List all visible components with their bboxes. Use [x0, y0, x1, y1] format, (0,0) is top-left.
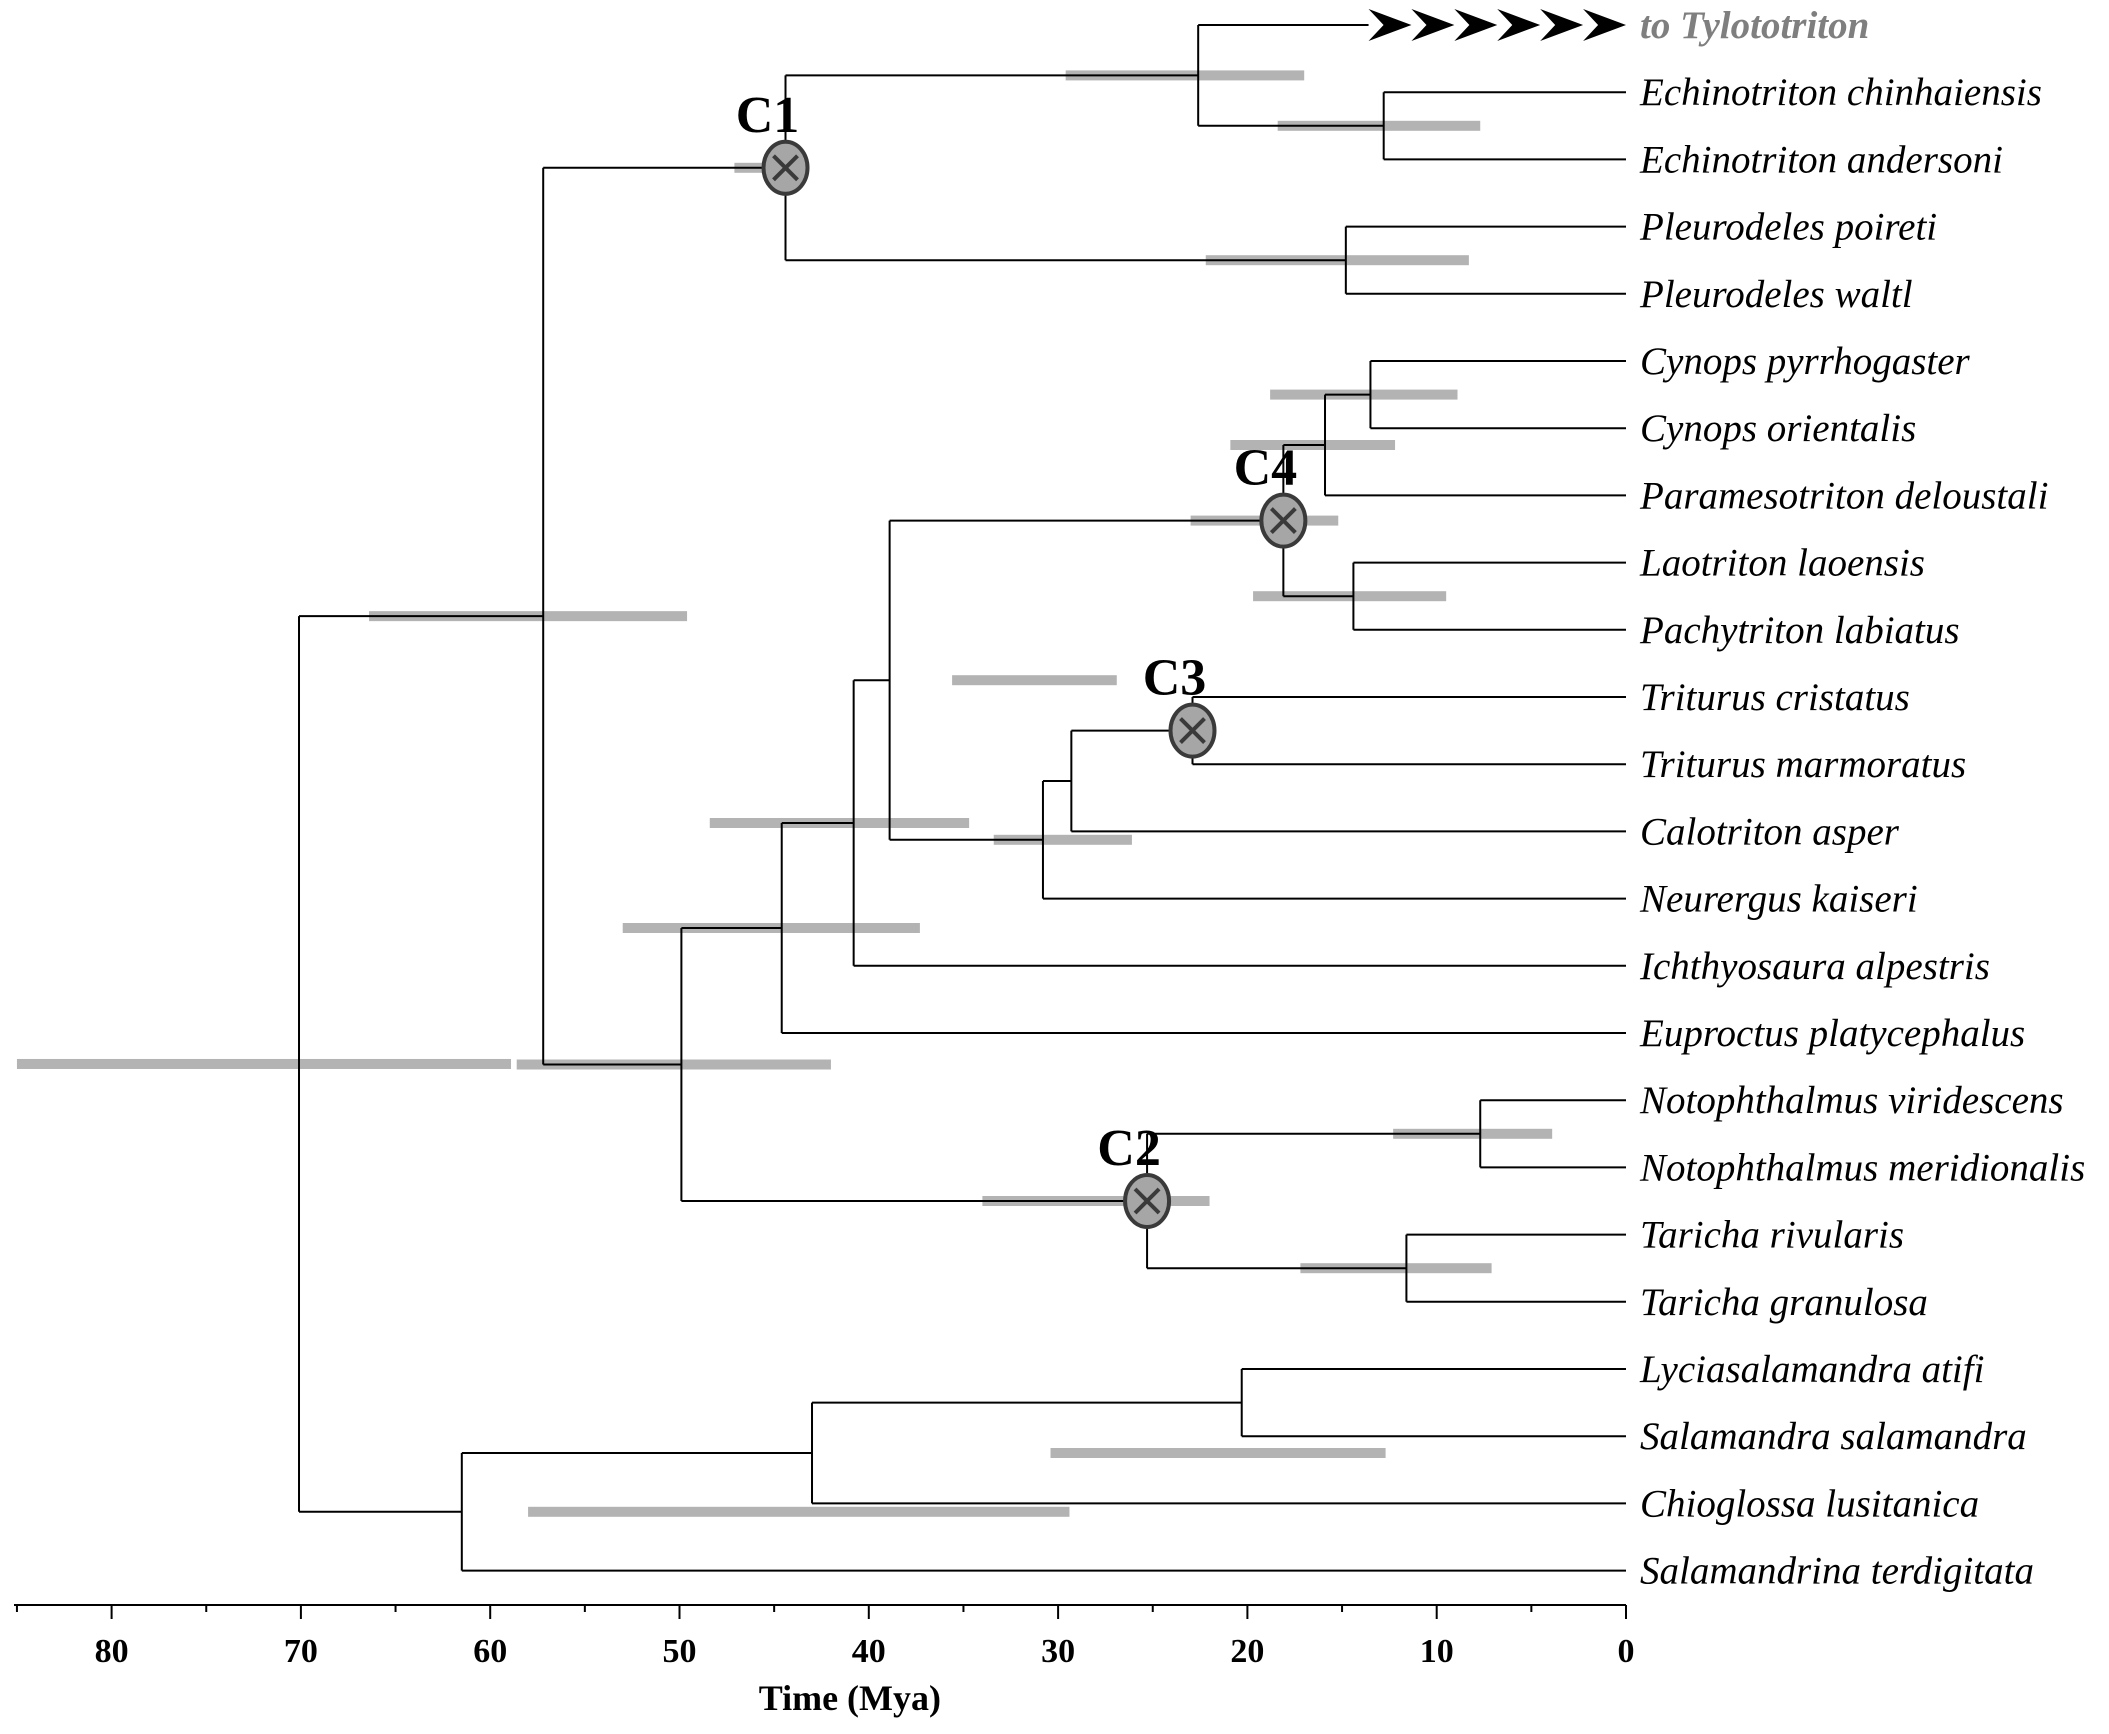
arrow-chevron — [1497, 9, 1541, 41]
arrow-chevron — [1411, 9, 1455, 41]
arrow-chevron — [1583, 9, 1626, 41]
cross-mark-icon — [772, 154, 799, 182]
calibration-marker-c3: C3 — [1143, 650, 1217, 759]
tip-label-t3: Pleurodeles poireti — [1639, 206, 1937, 249]
tip-label-t16: Notophthalmus viridescens — [1639, 1079, 2064, 1122]
hpd-bar-n_asia_euro — [952, 675, 1117, 686]
axis-tick-label: 60 — [473, 1633, 507, 1670]
tip-label-t8: Laotriton laoensis — [1639, 542, 1925, 585]
cross-mark-icon — [1179, 717, 1206, 745]
tip-label-t17: Notophthalmus meridionalis — [1639, 1146, 2085, 1189]
hpd-bar-n_neurergus_group — [993, 834, 1132, 845]
calibration-label: C1 — [736, 87, 800, 144]
tip-label-t5: Cynops pyrrhogaster — [1640, 340, 1971, 383]
tip-label-t19: Taricha granulosa — [1640, 1281, 1928, 1324]
calibration-marker-c2: C2 — [1097, 1120, 1172, 1229]
calibration-marker-c4: C4 — [1234, 440, 1308, 549]
axis-tick-label: 80 — [95, 1633, 129, 1670]
tip-label-t6: Cynops orientalis — [1640, 407, 1916, 450]
arrow-chevron — [1454, 9, 1498, 41]
calibration-label: C3 — [1143, 650, 1207, 707]
axis-tick-label: 70 — [284, 1633, 318, 1670]
reference-arrow — [1368, 9, 1626, 41]
calibration-marker-c1: C1 — [736, 87, 810, 196]
axis-tick-label: 50 — [663, 1633, 697, 1670]
calibration-label: C2 — [1097, 1120, 1161, 1177]
time-axis: Time (Mya) 80 70 60 50 40 30 20 10 0 — [14, 1604, 1635, 1718]
hpd-bars — [16, 70, 1553, 1517]
tip-label-t2: Echinotriton andersoni — [1639, 138, 2003, 181]
tip-label-t1: Echinotriton chinhaiensis — [1639, 71, 2042, 114]
axis-tick-label: 0 — [1618, 1633, 1635, 1670]
arrow-chevron — [1368, 9, 1412, 41]
calibration-points: C1 C4 C3 C2 — [736, 87, 1308, 1229]
cross-mark-icon — [1269, 507, 1297, 535]
branches — [298, 24, 1626, 1572]
arrow-chevron — [1540, 9, 1584, 41]
tip-label-t7: Paramesotriton deloustali — [1639, 474, 2048, 517]
tip-label-t21: Salamandra salamandra — [1640, 1415, 2027, 1458]
tip-label-t9: Pachytriton labiatus — [1639, 609, 1960, 652]
cross-mark-icon — [1133, 1187, 1161, 1215]
tip-label-t22: Chioglossa lusitanica — [1640, 1482, 1979, 1525]
axis-title: Time (Mya) — [759, 1678, 941, 1718]
calibration-label: C4 — [1234, 440, 1298, 497]
axis-tick-label: 40 — [852, 1633, 886, 1670]
tip-label-t0: to Tylototriton — [1640, 4, 1869, 47]
hpd-bar-n_salamandra_group — [528, 1506, 1070, 1517]
tip-label-t14: Ichthyosaura alpestris — [1639, 945, 1990, 988]
tip-label-t20: Lyciasalamandra atifi — [1639, 1348, 1984, 1391]
hpd-bar-n_root — [16, 1058, 512, 1069]
tip-label-t12: Calotriton asper — [1640, 810, 1900, 853]
tip-labels: to Tylototriton Echinotriton chinhaiensis… — [1639, 4, 2085, 1593]
hpd-bar-n_sal_chio — [1050, 1448, 1386, 1458]
tip-label-t11: Triturus marmoratus — [1640, 743, 1966, 786]
tip-label-t23: Salamandrina terdigitata — [1640, 1550, 2034, 1593]
axis-tick-label: 10 — [1420, 1633, 1454, 1670]
tip-label-t13: Neurergus kaiseri — [1639, 878, 1918, 921]
tip-label-t18: Taricha rivularis — [1640, 1214, 1904, 1257]
tip-label-t4: Pleurodeles waltl — [1639, 273, 1913, 316]
tip-label-t10: Triturus cristatus — [1640, 676, 1910, 719]
axis-tick-label: 30 — [1041, 1633, 1075, 1670]
axis-tick-label: 20 — [1230, 1633, 1264, 1670]
tip-label-t15: Euproctus platycephalus — [1639, 1012, 2025, 1055]
